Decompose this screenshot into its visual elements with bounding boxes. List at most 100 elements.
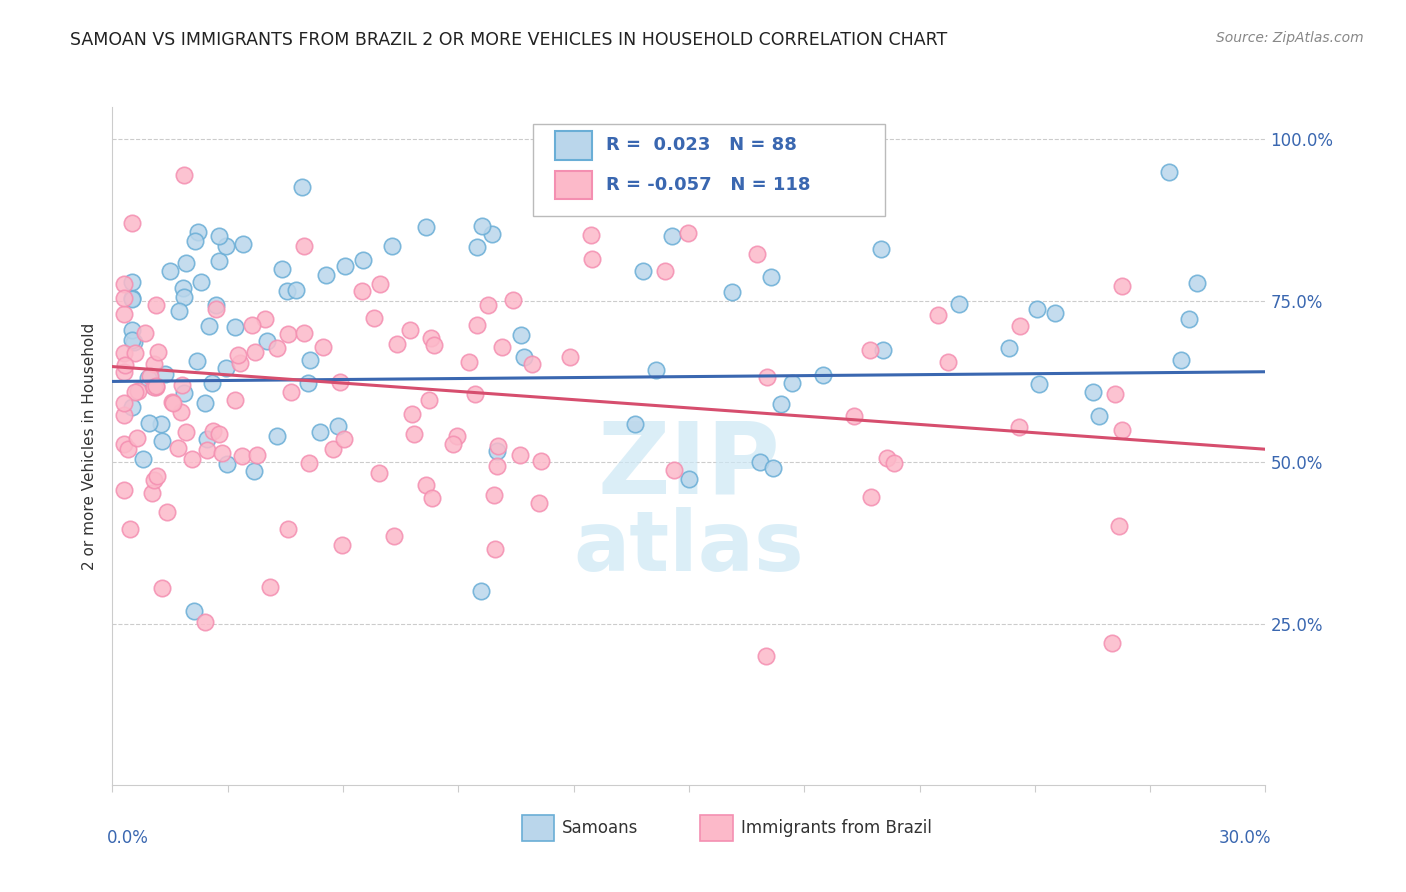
Point [271, 261, 294, 276]
Point [136, 371, 159, 385]
Point [315, 268, 337, 282]
Point [121, 292, 143, 306]
Point [211, 446, 233, 460]
Point [145, 298, 167, 312]
Point [948, 297, 970, 311]
Point [513, 350, 536, 364]
Point [1111, 279, 1133, 293]
Point [292, 239, 315, 253]
Point [759, 269, 782, 284]
Point [581, 252, 603, 266]
Point [146, 468, 169, 483]
Point [266, 341, 288, 355]
Point [631, 169, 654, 183]
Point [465, 240, 488, 254]
Point [243, 344, 266, 359]
Point [145, 380, 167, 394]
Point [562, 153, 585, 168]
Point [132, 452, 155, 467]
Text: R =  0.023   N = 88: R = 0.023 N = 88 [606, 136, 797, 154]
Point [143, 473, 166, 487]
Point [859, 490, 882, 504]
Point [363, 310, 385, 325]
Point [139, 368, 162, 383]
Point [259, 580, 281, 594]
Point [118, 522, 141, 536]
Point [173, 168, 195, 182]
Point [173, 386, 195, 401]
Point [194, 615, 217, 630]
Point [368, 466, 391, 480]
Point [162, 396, 184, 410]
Point [382, 529, 405, 543]
Point [322, 442, 344, 457]
Point [150, 434, 173, 448]
Point [471, 219, 494, 233]
Point [242, 464, 264, 478]
Point [644, 363, 666, 377]
Point [224, 393, 246, 408]
Point [368, 277, 391, 292]
Point [215, 457, 238, 471]
Point [1108, 519, 1130, 533]
Point [326, 419, 349, 434]
Point [246, 448, 269, 462]
Point [385, 336, 408, 351]
Point [420, 491, 443, 505]
Point [174, 256, 197, 270]
Point [229, 356, 252, 370]
Point [112, 483, 135, 497]
Point [423, 337, 446, 351]
Point [215, 239, 238, 253]
Point [678, 472, 700, 486]
Point [160, 394, 183, 409]
Point [870, 242, 893, 256]
Point [190, 275, 212, 289]
Point [181, 451, 204, 466]
Point [112, 437, 135, 451]
Point [509, 448, 531, 462]
Point [486, 443, 509, 458]
Point [146, 344, 169, 359]
Point [156, 505, 179, 519]
Point [330, 538, 353, 552]
Point [124, 345, 146, 359]
Point [1081, 385, 1104, 400]
Point [502, 293, 524, 307]
Point [205, 298, 228, 312]
Point [664, 463, 686, 477]
Point [661, 228, 683, 243]
Text: 0.0%: 0.0% [107, 829, 149, 847]
Point [215, 360, 238, 375]
Point [309, 425, 332, 439]
Point [159, 264, 181, 278]
Point [276, 284, 298, 298]
Point [187, 225, 209, 239]
Point [510, 328, 533, 343]
Point [208, 229, 231, 244]
Point [936, 355, 959, 369]
Point [280, 384, 302, 399]
Point [134, 326, 156, 340]
Point [1170, 353, 1192, 368]
Point [256, 334, 278, 349]
Point [292, 326, 315, 340]
Point [277, 326, 299, 341]
Point [198, 318, 221, 333]
Point [297, 376, 319, 390]
Point [762, 461, 785, 475]
Point [112, 395, 135, 409]
Point [183, 604, 205, 618]
Text: Source: ZipAtlas.com: Source: ZipAtlas.com [1216, 31, 1364, 45]
Point [631, 264, 654, 278]
Point [312, 340, 335, 354]
Point [418, 392, 440, 407]
Point [755, 648, 778, 663]
Point [676, 226, 699, 240]
Point [201, 425, 224, 439]
Point [112, 365, 135, 379]
Point [464, 386, 486, 401]
Point [1025, 301, 1047, 316]
Point [142, 380, 165, 394]
Point [184, 235, 207, 249]
